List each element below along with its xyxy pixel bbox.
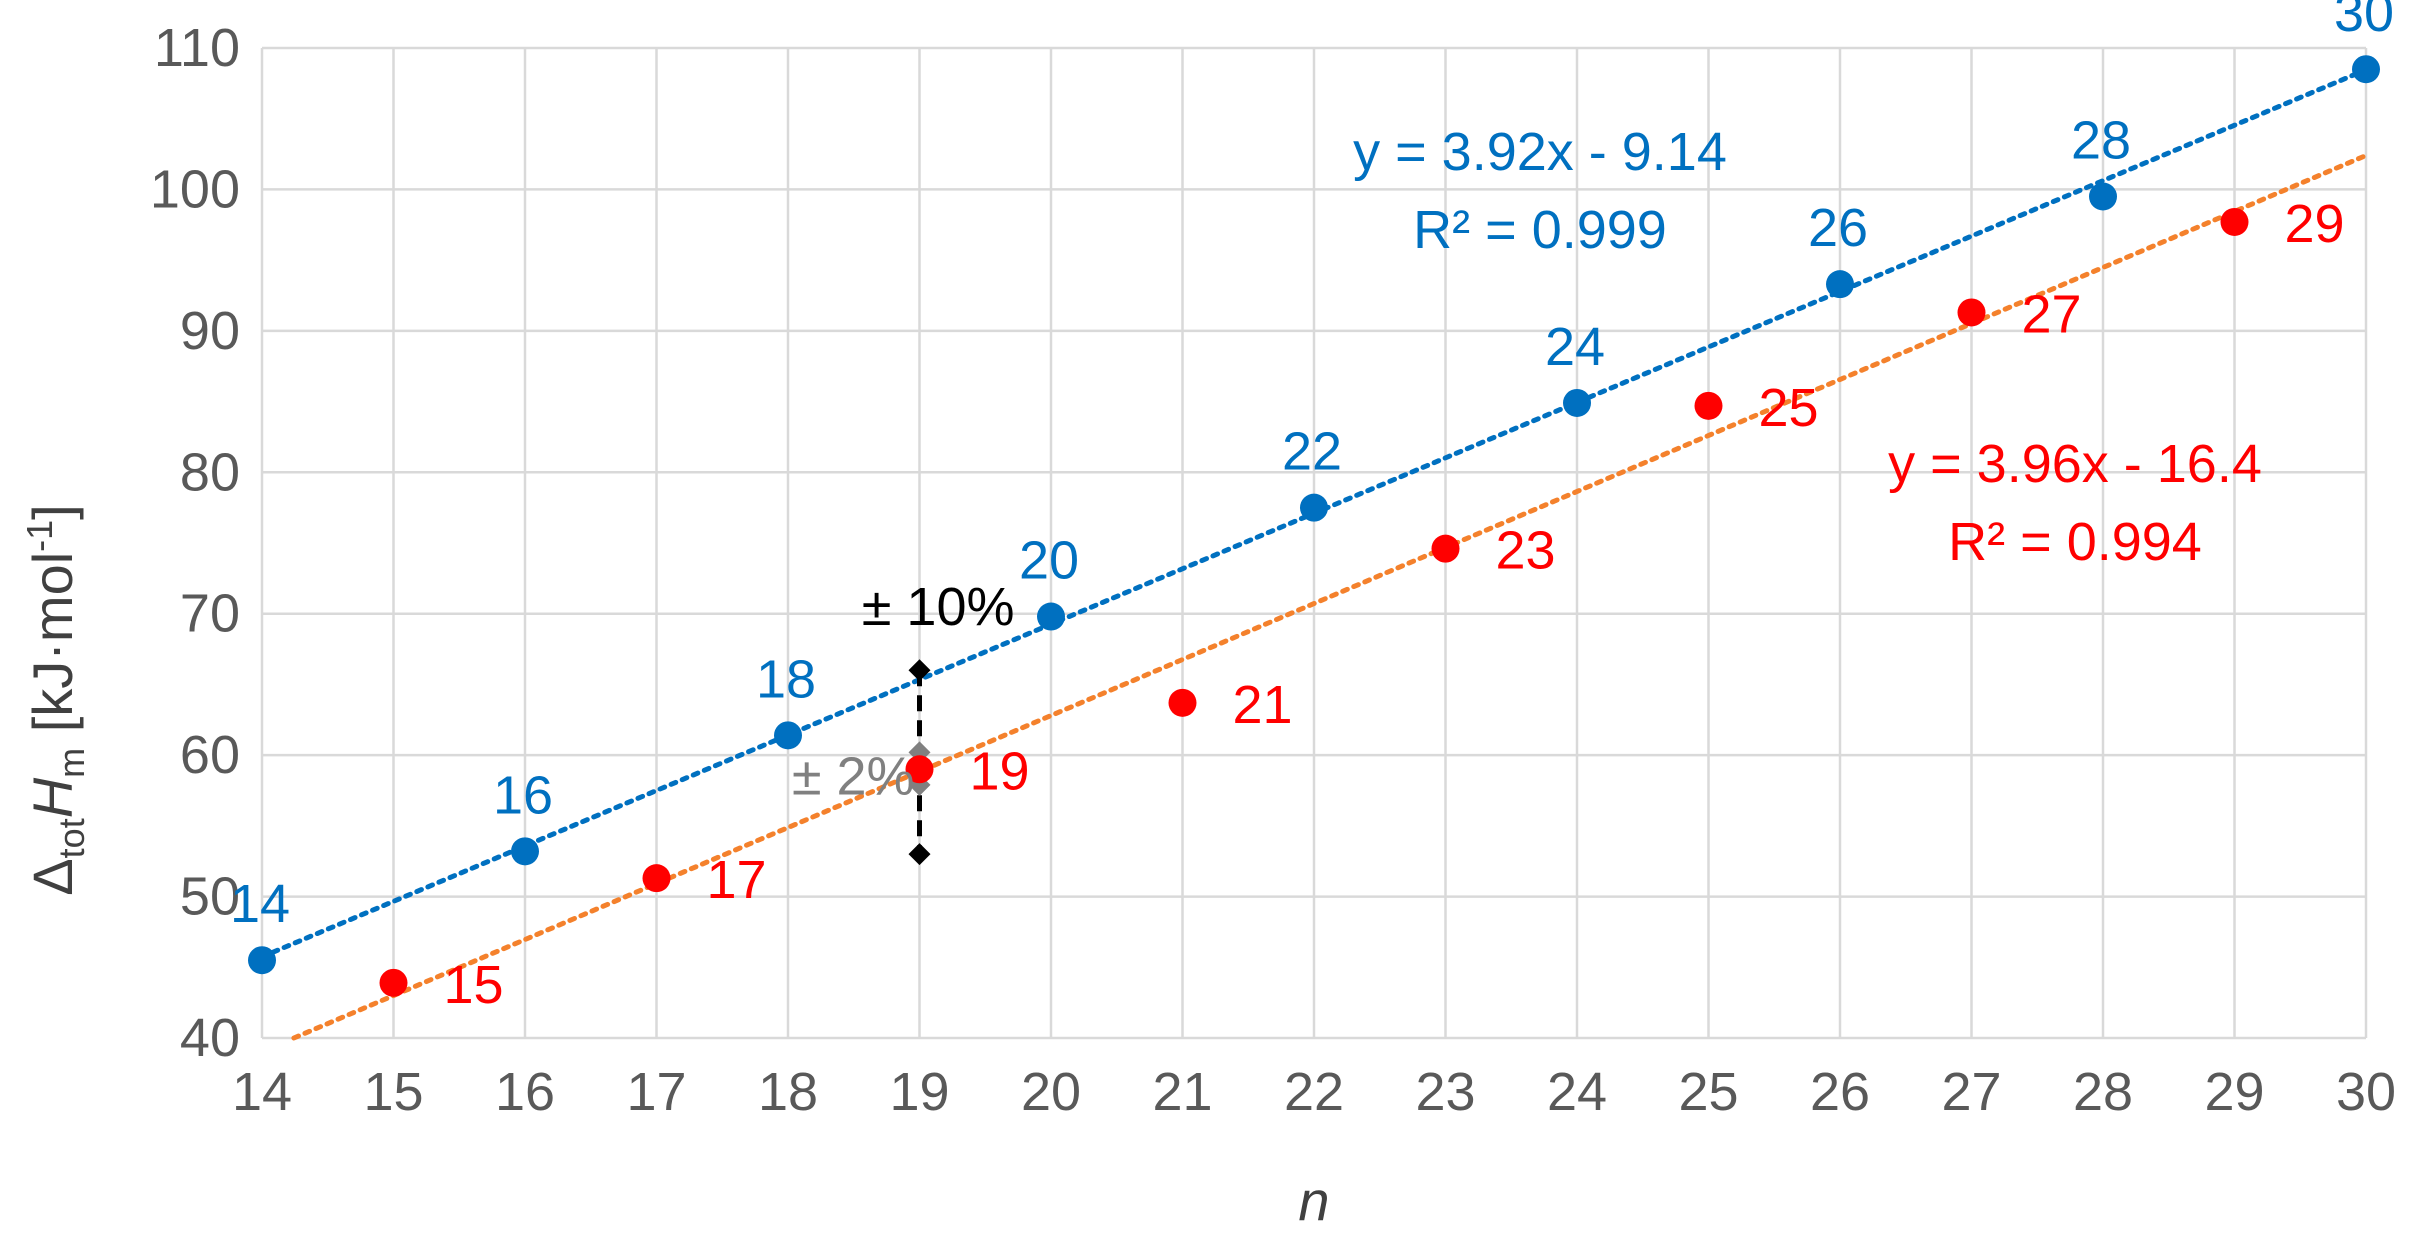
y-axis-units-sup: -1 (19, 520, 60, 552)
data-point-n16 (511, 837, 539, 866)
data-point-n24 (1563, 388, 1591, 417)
data-point-n28 (2089, 182, 2117, 211)
point-label-n28: 28 (2071, 111, 2131, 171)
point-label-n15: 15 (444, 955, 504, 1015)
x-tick-29: 29 (2204, 1062, 2264, 1122)
error-label-10pct: ± 10% (862, 577, 1015, 637)
y-axis-title: ΔtotHm [kJ·mol-1] (19, 504, 92, 895)
x-tick-30: 30 (2336, 1062, 2396, 1122)
point-label-n23: 23 (1496, 521, 1556, 581)
data-points (248, 55, 2380, 997)
point-label-n17: 17 (707, 850, 767, 910)
y-axis-H: H (21, 777, 84, 818)
trend-r2-series-1: R² = 0.999 (1413, 200, 1667, 260)
trend-equation-series-2: y = 3.96x - 16.4 (1888, 434, 2262, 494)
y-tick-50: 50 (180, 867, 240, 927)
data-point-n25 (1694, 391, 1723, 420)
trendline-series-2 (291, 152, 2369, 1041)
point-label-n16: 16 (493, 765, 553, 825)
point-label-n24: 24 (1545, 317, 1605, 377)
x-tick-23: 23 (1415, 1062, 1475, 1122)
x-tick-27: 27 (1941, 1062, 2001, 1122)
y-axis-sub-tot: tot (51, 818, 92, 858)
trend-r2-series-2: R² = 0.994 (1948, 512, 2202, 572)
point-label-n29: 29 (2285, 194, 2345, 254)
y-tick-70: 70 (180, 584, 240, 644)
data-point-n26 (1826, 270, 1854, 299)
y-axis-delta: Δ (21, 858, 84, 895)
x-tick-24: 24 (1547, 1062, 1607, 1122)
point-label-n30: 30 (2334, 0, 2394, 43)
point-label-n18: 18 (756, 649, 816, 709)
y-tick-60: 60 (180, 725, 240, 785)
data-point-n30 (2352, 55, 2380, 84)
y-tick-100: 100 (150, 159, 240, 219)
y-tick-80: 80 (180, 442, 240, 502)
x-tick-15: 15 (363, 1062, 423, 1122)
y-axis-units-close: ] (21, 504, 84, 520)
x-tick-16: 16 (495, 1062, 555, 1122)
point-label-n20: 20 (1019, 531, 1079, 591)
y-tick-110: 110 (154, 18, 240, 78)
point-label-n26: 26 (1808, 198, 1868, 258)
data-point-n23 (1431, 534, 1460, 563)
data-point-n17 (642, 864, 671, 893)
error-bar-marker-1-low (908, 843, 931, 866)
trend-equation-series-1: y = 3.92x - 9.14 (1353, 122, 1727, 182)
data-point-n21 (1168, 688, 1197, 717)
x-tick-25: 25 (1678, 1062, 1738, 1122)
error-bar-marker-1-high (908, 659, 931, 682)
error-label-2pct: ± 2% (792, 747, 915, 807)
x-tick-26: 26 (1810, 1062, 1870, 1122)
point-label-n25: 25 (1759, 378, 1819, 438)
data-point-n22 (1300, 493, 1328, 522)
data-point-n20 (1037, 602, 1065, 631)
x-tick-28: 28 (2073, 1062, 2133, 1122)
point-label-n14: 14 (230, 874, 290, 934)
x-axis-title: n (1298, 1169, 1329, 1232)
y-axis-sub-m: m (51, 748, 92, 778)
x-tick-14: 14 (232, 1062, 292, 1122)
trend-equations: y = 3.92x - 9.14 R² = 0.999 y = 3.96x - 16… (1353, 122, 2262, 572)
x-tick-19: 19 (889, 1062, 949, 1122)
x-tick-18: 18 (758, 1062, 818, 1122)
x-tick-labels: 14 15 16 17 18 19 20 21 22 23 24 25 26 27 28 29 30 (232, 1062, 2396, 1122)
data-point-n15 (379, 968, 408, 997)
data-point-n14 (248, 946, 276, 975)
y-tick-90: 90 (180, 301, 240, 361)
data-point-n19 (905, 755, 934, 784)
point-label-n22: 22 (1282, 422, 1342, 482)
data-point-n18 (774, 721, 802, 750)
x-tick-20: 20 (1021, 1062, 1081, 1122)
y-tick-labels: 40 50 60 70 80 90 100 110 (150, 18, 240, 1068)
x-tick-22: 22 (1284, 1062, 1344, 1122)
x-tick-17: 17 (626, 1062, 686, 1122)
point-labels: 14 16 18 20 22 24 26 28 30 15 17 19 21 23 25 27 29 ± 10% ±… (230, 0, 2394, 1015)
grid-lines (260, 46, 2368, 1040)
x-tick-21: 21 (1152, 1062, 1212, 1122)
point-label-n19: 19 (970, 741, 1030, 801)
point-label-n21: 21 (1233, 675, 1293, 735)
data-point-n27 (1957, 298, 1986, 327)
point-label-n27: 27 (2022, 284, 2082, 344)
data-point-n29 (2220, 207, 2249, 236)
y-tick-40: 40 (180, 1008, 240, 1068)
error-bar-1 (908, 659, 931, 866)
y-axis-units-open: [kJ·mol (21, 552, 84, 748)
